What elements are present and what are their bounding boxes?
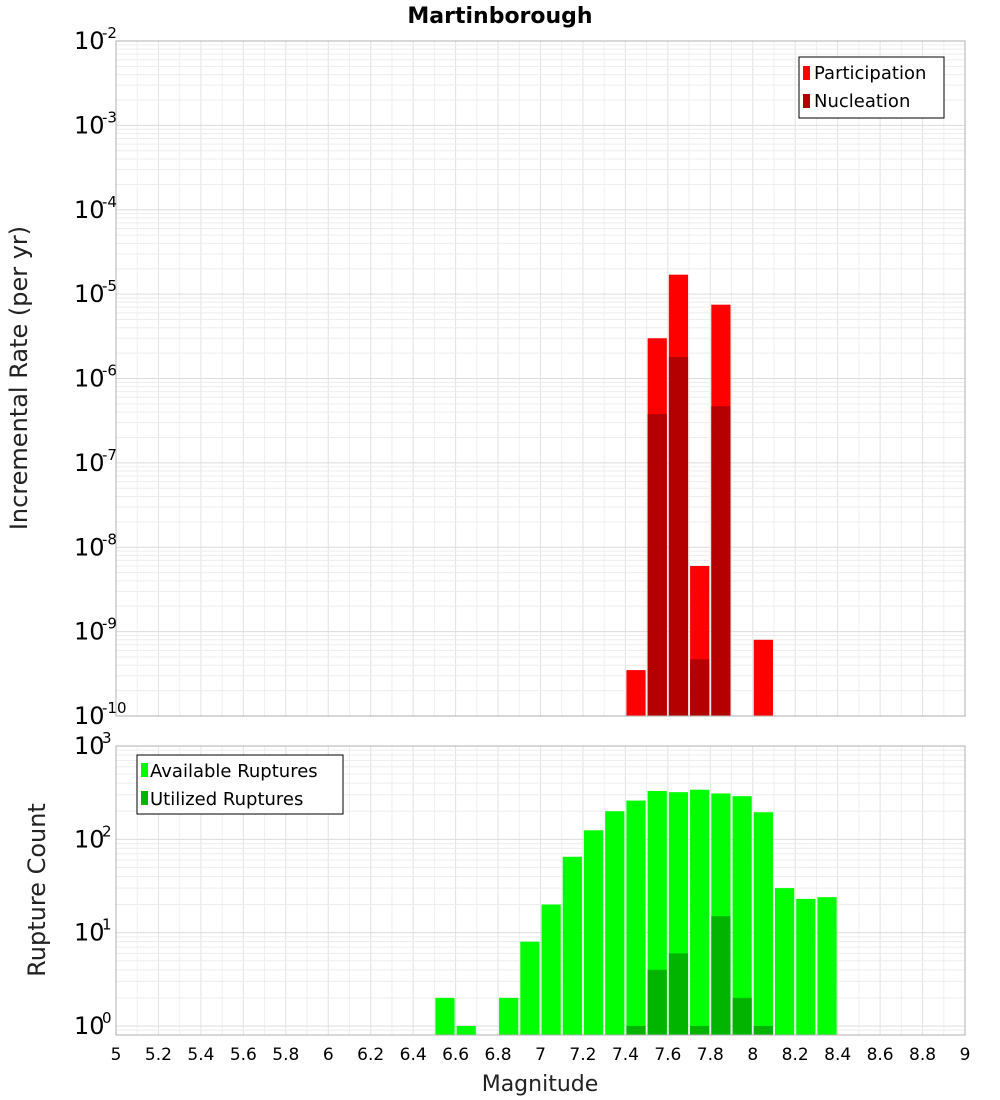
count-bar-s1 bbox=[817, 897, 837, 1035]
count-bar-s1 bbox=[583, 830, 604, 1035]
x-tick-label: 5.8 bbox=[272, 1045, 299, 1065]
legend-label-nucleation: Nucleation bbox=[814, 91, 910, 112]
count-bar-s1 bbox=[732, 796, 752, 1035]
x-tick-label: 8 bbox=[747, 1045, 758, 1065]
count-bars bbox=[435, 789, 837, 1035]
count-bar-s1 bbox=[499, 997, 519, 1035]
x-tick-label: 8.2 bbox=[782, 1045, 809, 1065]
rate-y-tick-label: 10-6 bbox=[74, 362, 117, 393]
count-bar-s2 bbox=[711, 916, 731, 1035]
count-bar-s2 bbox=[668, 953, 689, 1035]
x-tick-label: 7.4 bbox=[612, 1045, 639, 1065]
x-tick-label: 8.6 bbox=[867, 1045, 894, 1065]
rate-y-tick-label: 10-5 bbox=[74, 277, 117, 308]
rate-y-tick-label: 10-10 bbox=[74, 699, 127, 730]
legend-label-available: Available Ruptures bbox=[150, 761, 318, 782]
rate-bar-s2 bbox=[711, 406, 731, 716]
rate-bar-s1 bbox=[626, 670, 646, 716]
count-bar-s1 bbox=[605, 811, 625, 1035]
x-tick-label: 9 bbox=[960, 1045, 971, 1065]
count-bar-s1 bbox=[520, 941, 540, 1035]
count-plot-frame bbox=[115, 745, 966, 1036]
count-bar-s2 bbox=[626, 1025, 646, 1035]
count-y-tick-label: 101 bbox=[74, 916, 112, 947]
legend-label-participation: Participation bbox=[814, 63, 926, 84]
count-y-axis-label: Rupture Count bbox=[23, 803, 51, 977]
rate-y-ticks: 10-10 10-9 10-8 10-7 10-6 10-5 10-4 10-3 10-2 bbox=[74, 24, 127, 730]
count-bar-s2 bbox=[732, 997, 752, 1035]
rate-legend-box bbox=[798, 56, 945, 119]
count-bar-s1 bbox=[690, 789, 710, 1035]
x-tick-label: 5.4 bbox=[187, 1045, 214, 1065]
count-bar-s1 bbox=[541, 904, 561, 1035]
x-tick-label: 7.8 bbox=[697, 1045, 724, 1065]
rate-bar-s2 bbox=[690, 659, 710, 716]
count-bar-s1 bbox=[796, 898, 816, 1035]
count-bar-s1 bbox=[456, 1025, 476, 1035]
count-y-tick-label: 102 bbox=[74, 822, 112, 853]
count-y-tick-label: 103 bbox=[74, 729, 112, 760]
rate-legend: Participation Nucleation bbox=[798, 56, 945, 119]
rate-bar-s2 bbox=[647, 413, 667, 716]
x-tick-label: 5.6 bbox=[230, 1045, 257, 1065]
count-y-tick-label: 100 bbox=[74, 1009, 112, 1040]
count-bar-s1 bbox=[774, 888, 795, 1035]
x-tick-label: 7.2 bbox=[569, 1045, 596, 1065]
rate-panel: 10-10 10-9 10-8 10-7 10-6 10-5 10-4 10-3 10-2 In… bbox=[5, 24, 966, 730]
count-bar-s1 bbox=[562, 856, 582, 1035]
count-bar-s2 bbox=[690, 1025, 710, 1035]
x-tick-label: 7.6 bbox=[654, 1045, 681, 1065]
count-bar-s1 bbox=[435, 997, 455, 1035]
rate-y-tick-label: 10-3 bbox=[74, 108, 117, 139]
x-tick-label: 6.4 bbox=[400, 1045, 427, 1065]
legend-label-utilized: Utilized Ruptures bbox=[150, 789, 303, 810]
rate-bars bbox=[626, 274, 773, 716]
chart-title: Martinborough bbox=[407, 4, 592, 29]
rate-y-axis-label: Incremental Rate (per yr) bbox=[5, 226, 33, 530]
x-tick-label: 8.4 bbox=[824, 1045, 851, 1065]
x-tick-label: 7 bbox=[535, 1045, 546, 1065]
x-tick-label: 6.8 bbox=[485, 1045, 512, 1065]
x-tick-label: 5.2 bbox=[145, 1045, 172, 1065]
count-y-ticks: 100 101 102 103 bbox=[74, 729, 112, 1040]
count-bar-s2 bbox=[647, 969, 667, 1035]
count-panel: 100 101 102 103 5 5.2 5.4 5.6 5.8 6 6.2 6.4 6.6 6.8 7… bbox=[23, 729, 970, 1097]
x-tick-label: 6.2 bbox=[357, 1045, 384, 1065]
legend-swatch-utilized bbox=[141, 791, 148, 805]
rate-bar-s2 bbox=[668, 356, 689, 716]
count-x-ticks: 5 5.2 5.4 5.6 5.8 6 6.2 6.4 6.6 6.8 7 7.2 7.4 7.6 7.8 8… bbox=[111, 1045, 971, 1065]
legend-swatch-available bbox=[141, 763, 148, 777]
count-bar-s1 bbox=[753, 812, 773, 1035]
count-bar-s2 bbox=[753, 1025, 773, 1035]
legend-swatch-nucleation bbox=[803, 94, 810, 108]
rate-y-tick-label: 10-7 bbox=[74, 446, 117, 477]
x-tick-label: 6.6 bbox=[442, 1045, 469, 1065]
count-legend: Available Ruptures Utilized Ruptures bbox=[136, 754, 344, 815]
legend-swatch-participation bbox=[803, 66, 810, 80]
rate-y-tick-label: 10-4 bbox=[74, 193, 117, 224]
x-tick-label: 8.8 bbox=[909, 1045, 936, 1065]
rate-plot-frame bbox=[115, 40, 966, 717]
x-tick-label: 5 bbox=[111, 1045, 122, 1065]
rate-gridlines bbox=[115, 40, 966, 717]
rate-y-tick-label: 10-9 bbox=[74, 615, 117, 646]
rate-y-tick-label: 10-8 bbox=[74, 530, 117, 561]
count-bar-s1 bbox=[626, 800, 646, 1035]
rate-y-tick-label: 10-2 bbox=[74, 24, 117, 55]
count-legend-box bbox=[136, 754, 344, 815]
rate-bar-s1 bbox=[753, 639, 773, 716]
x-axis-label: Magnitude bbox=[482, 1072, 599, 1097]
x-tick-label: 6 bbox=[323, 1045, 334, 1065]
